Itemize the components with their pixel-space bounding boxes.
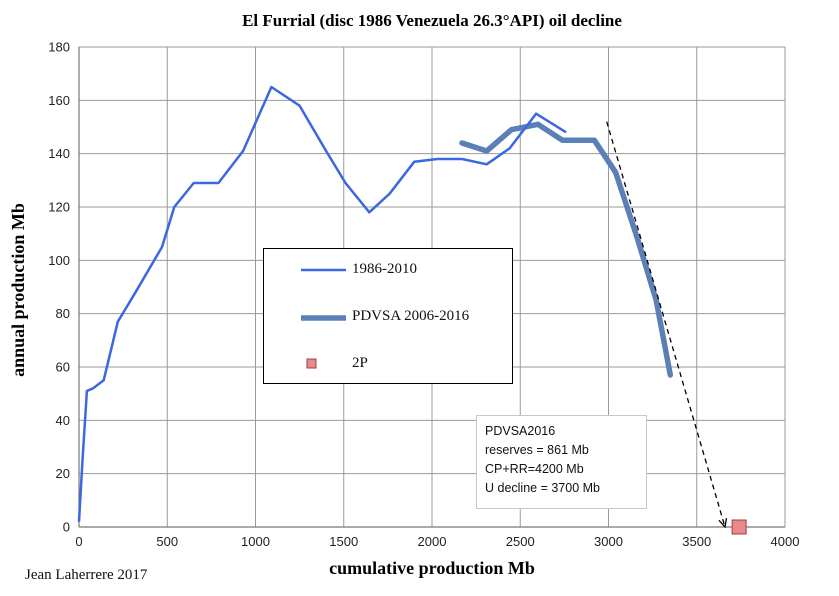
y-tick-label: 60 <box>56 360 70 375</box>
trend-arrow-head <box>718 518 728 529</box>
trend-line-dashed <box>606 121 726 528</box>
x-axis-label: cumulative production Mb <box>329 558 535 578</box>
legend-swatch-marker <box>306 358 317 369</box>
x-tick-label: 0 <box>75 534 82 549</box>
y-tick-label: 0 <box>63 520 70 535</box>
annotation-line: CP+RR=4200 Mb <box>485 462 584 476</box>
y-tick-label: 40 <box>56 413 70 428</box>
annotation-line: U decline = 3700 Mb <box>485 481 601 495</box>
y-tick-label: 180 <box>48 40 70 55</box>
annotation-box: PDVSA2016 reserves = 861 Mb CP+RR=4200 M… <box>476 415 647 509</box>
x-tick-label: 2000 <box>418 534 447 549</box>
y-axis-ticks: 0 20 40 60 80 100 120 140 160 180 <box>48 40 70 535</box>
y-tick-label: 80 <box>56 306 70 321</box>
y-tick-label: 140 <box>48 146 70 161</box>
annotation-line: PDVSA2016 <box>485 424 556 438</box>
y-tick-label: 100 <box>48 253 70 268</box>
legend-label-1986-2010: 1986-2010 <box>352 261 417 277</box>
series-line-pdvsa-2006-2016 <box>459 121 674 378</box>
legend: 1986-2010 PDVSA 2006-2016 2P <box>263 248 513 384</box>
legend-label-pdvsa: PDVSA 2006-2016 <box>352 308 470 324</box>
legend-swatches <box>301 268 346 369</box>
chart-title: El Furrial (disc 1986 Venezuela 26.3°API… <box>242 11 622 30</box>
y-tick-label: 160 <box>48 93 70 108</box>
x-tick-label: 3500 <box>682 534 711 549</box>
x-tick-label: 4000 <box>771 534 800 549</box>
y-tick-label: 120 <box>48 200 70 215</box>
y-axis-label: annual production Mb <box>8 203 28 377</box>
annotation-line: reserves = 861 Mb <box>485 443 589 457</box>
legend-label-2p: 2P <box>352 355 368 371</box>
credit: Jean Laherrere 2017 <box>25 567 148 583</box>
marker-2p <box>731 519 747 535</box>
x-axis-ticks: 0 500 1000 1500 2000 2500 3000 3500 4000 <box>75 534 799 549</box>
x-tick-label: 1500 <box>329 534 358 549</box>
series-line-1986-2010 <box>77 85 567 522</box>
y-tick-label: 20 <box>56 466 70 481</box>
x-tick-label: 2500 <box>506 534 535 549</box>
x-tick-label: 1000 <box>241 534 270 549</box>
x-tick-label: 500 <box>156 534 178 549</box>
series-group <box>77 85 747 535</box>
x-tick-label: 3000 <box>594 534 623 549</box>
